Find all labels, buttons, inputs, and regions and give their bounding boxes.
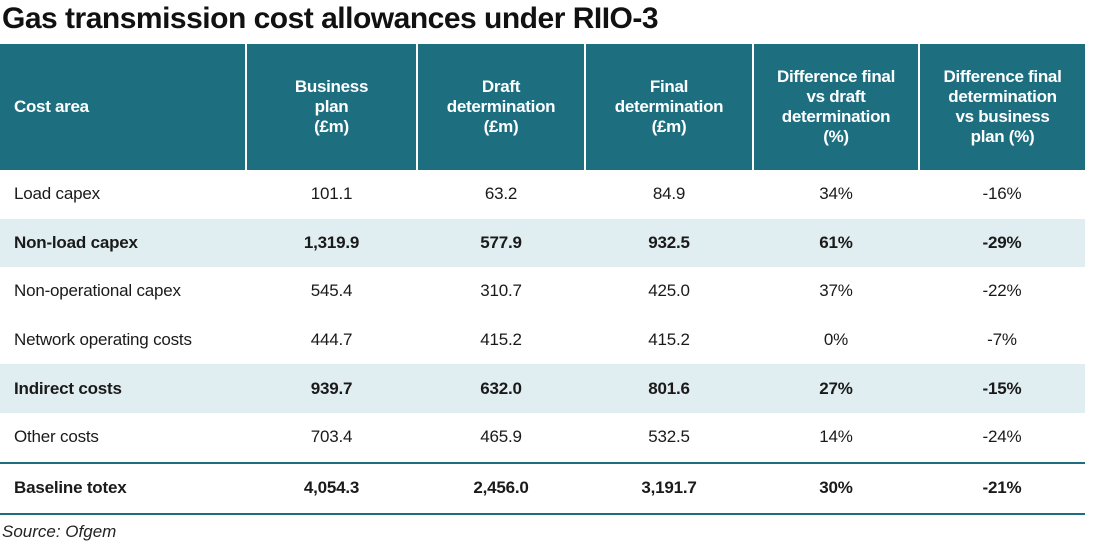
cell-diff-vs-draft: 30%	[753, 461, 919, 513]
cell-diff-vs-draft: 37%	[819, 281, 853, 301]
table-header: Cost area Business plan (£m) Draft deter…	[0, 44, 1085, 170]
cell-draft-determination: 2,456.0	[417, 461, 585, 513]
page-title: Gas transmission cost allowances under R…	[2, 2, 659, 35]
cell-draft-determination: 465.9	[480, 427, 522, 447]
cell-draft-determination: 577.9	[417, 218, 585, 268]
table-row: Load capex 101.1 63.2 84.9 34% -16%	[0, 170, 1085, 219]
header-cost-area: Cost area	[0, 44, 247, 170]
cell-diff-vs-business-plan: -15%	[919, 364, 1085, 413]
table-row: Indirect costs 939.7 632.0 801.6 27% -15…	[0, 364, 1085, 413]
cell-business-plan: 545.4	[310, 281, 353, 301]
cell-cost-area: Load capex	[14, 184, 100, 204]
header-diff-final-vs-business-plan: Difference final determination vs busine…	[919, 44, 1085, 170]
cell-diff-vs-draft: 0%	[823, 330, 849, 350]
header-draft-determination: Draft determination (£m)	[417, 44, 586, 170]
cell-diff-vs-draft: 14%	[819, 427, 853, 447]
table-row: Other costs 703.4 465.9 532.5 14% -24%	[0, 413, 1085, 463]
cell-business-plan: 1,319.9	[246, 218, 417, 268]
cell-final-determination: 415.2	[648, 330, 690, 350]
cell-final-determination: 3,191.7	[585, 461, 753, 513]
cell-business-plan: 703.4	[310, 427, 353, 447]
cell-cost-area: Other costs	[14, 427, 99, 447]
cell-draft-determination: 632.0	[417, 364, 585, 413]
cell-diff-vs-business-plan: -22%	[982, 281, 1022, 301]
table-row: Network operating costs 444.7 415.2 415.…	[0, 316, 1085, 365]
table-body: Load capex 101.1 63.2 84.9 34% -16% Non-…	[0, 170, 1085, 513]
header-row: Cost area Business plan (£m) Draft deter…	[0, 44, 1085, 170]
cell-final-determination: 932.5	[585, 218, 753, 268]
cell-final-determination: 801.6	[585, 364, 753, 413]
cell-final-determination: 532.5	[648, 427, 690, 447]
cell-business-plan: 101.1	[310, 184, 353, 204]
cell-diff-vs-business-plan: -7%	[987, 330, 1017, 350]
cell-diff-vs-business-plan: -24%	[982, 427, 1022, 447]
table-row: Non-load capex 1,319.9 577.9 932.5 61% -…	[0, 218, 1085, 268]
cell-final-determination: 425.0	[648, 281, 690, 301]
cell-cost-area: Baseline totex	[0, 461, 246, 513]
cell-diff-vs-business-plan: -16%	[982, 184, 1022, 204]
cell-draft-determination: 310.7	[480, 281, 522, 301]
table-bottom-rule	[0, 513, 1085, 515]
total-row: Baseline totex 4,054.3 2,456.0 3,191.7 3…	[0, 461, 1085, 513]
cell-diff-vs-draft: 34%	[819, 184, 853, 204]
cell-diff-vs-draft: 61%	[753, 218, 919, 268]
header-final-determination: Final determination (£m)	[585, 44, 754, 170]
cell-diff-vs-business-plan: -29%	[919, 218, 1085, 268]
cell-diff-vs-business-plan: -21%	[919, 461, 1085, 513]
cell-final-determination: 84.9	[652, 184, 686, 204]
source-note: Source: Ofgem	[2, 522, 117, 541]
cell-business-plan: 939.7	[246, 364, 417, 413]
cell-draft-determination: 415.2	[480, 330, 522, 350]
cell-draft-determination: 63.2	[484, 184, 518, 204]
cell-cost-area: Non-load capex	[0, 218, 246, 268]
header-diff-final-vs-draft: Difference final vs draft determination …	[753, 44, 920, 170]
cell-business-plan: 4,054.3	[246, 461, 417, 513]
cell-business-plan: 444.7	[310, 330, 353, 350]
cell-cost-area: Network operating costs	[14, 330, 192, 350]
cell-cost-area: Indirect costs	[0, 364, 246, 413]
table-row: Non-operational capex 545.4 310.7 425.0 …	[0, 267, 1085, 316]
cost-allowances-table: Cost area Business plan (£m) Draft deter…	[0, 44, 1085, 513]
header-business-plan: Business plan (£m)	[246, 44, 418, 170]
cell-diff-vs-draft: 27%	[753, 364, 919, 413]
cell-cost-area: Non-operational capex	[14, 281, 181, 301]
